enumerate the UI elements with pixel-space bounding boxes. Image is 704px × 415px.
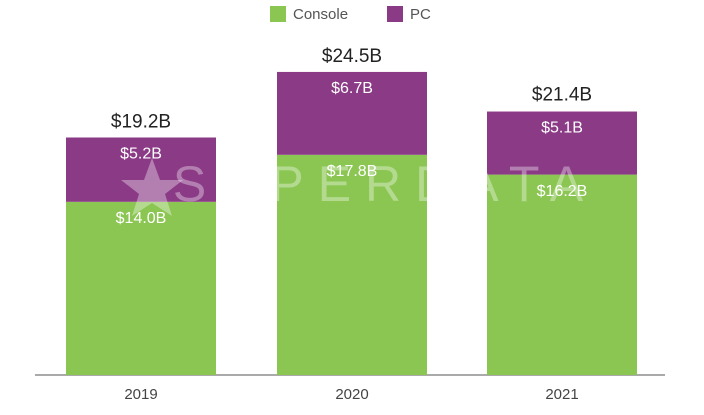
value-label: $6.7B — [331, 80, 373, 97]
legend-label: PC — [410, 6, 431, 23]
legend-swatch — [270, 6, 286, 22]
total-label: $19.2B — [111, 112, 171, 133]
x-tick-label: 2021 — [545, 386, 578, 403]
bar-segment — [66, 201, 216, 375]
total-label: $24.5B — [322, 46, 382, 67]
bar-segment — [66, 137, 216, 202]
bar-segment — [487, 111, 637, 175]
value-label: $14.0B — [116, 210, 167, 227]
value-label: $5.1B — [541, 120, 583, 137]
x-tick-label: 2020 — [335, 386, 368, 403]
watermark-star — [121, 158, 183, 216]
value-label: $16.2B — [537, 183, 588, 200]
bar-segment — [487, 174, 637, 375]
value-label: $5.2B — [120, 146, 162, 163]
bar-segment — [277, 154, 427, 375]
value-label: $17.8B — [327, 163, 378, 180]
bar-segment — [277, 71, 427, 155]
legend-swatch — [387, 6, 403, 22]
watermark: SUPERDATA — [173, 156, 597, 212]
total-label: $21.4B — [532, 84, 592, 105]
legend-label: Console — [293, 6, 348, 23]
x-tick-label: 2019 — [124, 386, 157, 403]
